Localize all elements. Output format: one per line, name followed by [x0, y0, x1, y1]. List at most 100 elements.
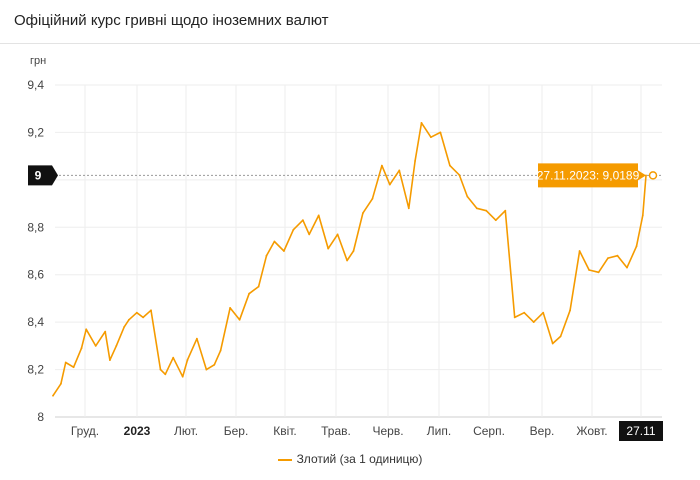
x-tick-label: Вер.	[530, 424, 555, 438]
y-tick-label: 9,4	[27, 78, 44, 92]
chart-legend[interactable]: Злотий (за 1 одиницю)	[0, 452, 700, 466]
y-tick-label: 8,2	[27, 363, 44, 377]
x-tick-label: Лют.	[174, 424, 198, 438]
data-point	[607, 257, 609, 259]
x-tick-label: 2023	[124, 424, 151, 438]
data-point	[52, 394, 54, 397]
x-tick-label-active: 27.11	[626, 424, 655, 438]
y-crosshair-label-box	[28, 165, 58, 186]
data-point	[127, 318, 130, 321]
x-tick-label: Бер.	[224, 424, 249, 438]
data-point	[109, 359, 111, 361]
data-point	[150, 309, 152, 312]
data-point	[85, 328, 88, 331]
legend-swatch	[277, 458, 292, 461]
data-point	[159, 368, 162, 371]
series-line[interactable]	[52, 122, 647, 397]
data-point	[362, 212, 364, 215]
y-tick-label: 8,8	[27, 220, 44, 234]
data-point	[248, 292, 251, 295]
data-point	[381, 164, 383, 167]
data-point	[292, 228, 295, 231]
data-point	[104, 330, 107, 333]
data-point	[135, 311, 138, 314]
data-point	[523, 311, 526, 314]
data-point	[407, 207, 410, 210]
y-tick-label: 8	[37, 410, 44, 424]
data-point	[485, 209, 488, 212]
data-point	[551, 342, 554, 345]
data-point	[388, 183, 391, 186]
x-tick-label: Жовт.	[576, 424, 607, 438]
x-tick-label: Груд.	[71, 424, 99, 438]
data-point	[420, 122, 423, 124]
data-point	[569, 309, 571, 312]
hover-marker	[648, 171, 658, 180]
data-point	[414, 160, 416, 162]
x-crosshair-label-box	[619, 421, 663, 441]
page-title: Офіційний курс гривні щодо іноземних вал…	[14, 12, 329, 29]
data-point	[257, 285, 260, 288]
data-point	[229, 307, 232, 309]
data-point	[559, 335, 562, 338]
chart-area[interactable]: 8 8,2 8,4 8,6 8,8 9 9,2 9,4 грн Груд. 2023 Лют. Бер.…	[0, 44, 700, 475]
data-point	[597, 271, 600, 274]
data-point	[196, 337, 198, 340]
data-point	[213, 363, 216, 366]
data-point	[115, 345, 118, 347]
data-point	[64, 361, 67, 364]
data-point	[80, 347, 83, 350]
data-point	[542, 311, 545, 314]
data-point	[513, 316, 516, 319]
data-point	[626, 266, 628, 269]
data-point	[371, 197, 374, 200]
data-point	[60, 382, 62, 385]
y-tick-label: 8,6	[27, 268, 44, 282]
data-point	[72, 366, 75, 369]
line-chart[interactable]: 8 8,2 8,4 8,6 8,8 9 9,2 9,4 грн Груд. 2023 Лют. Бер.…	[0, 44, 700, 475]
data-point	[616, 254, 619, 257]
data-point	[635, 245, 638, 248]
data-point	[532, 321, 535, 323]
data-point	[458, 174, 461, 177]
y-tick-label: 9,2	[27, 125, 44, 139]
data-point	[449, 164, 451, 167]
data-point	[466, 195, 469, 198]
data-point	[265, 254, 268, 257]
header: Офіційний курс гривні щодо іноземних вал…	[0, 0, 700, 44]
data-point	[172, 356, 175, 359]
y-crosshair-label: 9	[35, 168, 42, 182]
data-point	[164, 373, 167, 376]
data-point	[346, 259, 348, 262]
data-point	[352, 250, 355, 252]
data-point	[308, 233, 311, 236]
data-point	[317, 214, 320, 217]
data-point	[186, 359, 189, 361]
y-tick-label: 8,4	[27, 315, 44, 329]
x-tick-label: Квіт.	[273, 424, 297, 438]
data-point	[219, 349, 222, 352]
data-point	[302, 219, 304, 222]
x-tick-label: Трав.	[321, 424, 351, 438]
data-point	[327, 247, 330, 250]
data-point	[645, 174, 647, 177]
data-point	[588, 269, 590, 271]
tooltip-text: 27.11.2023: 9,0189	[537, 168, 640, 182]
tooltip-box	[538, 163, 646, 188]
data-point	[181, 375, 184, 378]
data-point	[398, 169, 401, 172]
data-point	[123, 326, 126, 328]
data-point	[475, 207, 478, 210]
x-tick-label: Серп.	[473, 424, 505, 438]
data-point	[504, 209, 507, 212]
data-point	[430, 136, 432, 139]
data-point	[336, 233, 339, 236]
data-point	[142, 316, 145, 319]
data-point	[439, 131, 442, 134]
legend-label: Злотий (за 1 одиницю)	[296, 452, 423, 466]
data-point	[205, 368, 208, 371]
data-point	[273, 240, 276, 243]
data-point	[238, 318, 241, 321]
data-point	[641, 214, 644, 217]
x-tick-label: Лип.	[427, 424, 451, 438]
